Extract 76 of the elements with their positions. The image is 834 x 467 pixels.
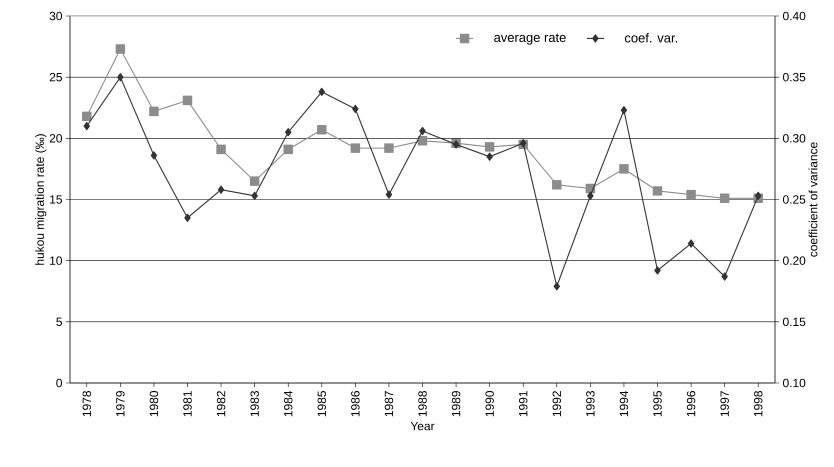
point xyxy=(686,190,696,200)
x-tick-label: 1992 xyxy=(552,391,562,416)
x-tick-label: 1987 xyxy=(384,391,394,416)
x-tick-label: 1996 xyxy=(686,391,696,416)
point xyxy=(284,128,292,136)
point xyxy=(82,112,92,122)
x-tick-label: 1998 xyxy=(754,391,762,416)
point xyxy=(251,192,258,200)
point xyxy=(184,214,191,222)
point xyxy=(552,180,562,190)
x-tick-label: 1983 xyxy=(250,391,259,416)
y2-tick-label: 0.10 xyxy=(782,378,806,388)
point xyxy=(587,192,594,200)
y-tick-label: 25 xyxy=(50,72,62,82)
legend-label: average rate xyxy=(494,34,566,45)
point xyxy=(554,282,560,290)
point xyxy=(484,142,494,152)
y2-tick-label: 0.30 xyxy=(782,134,806,143)
x-tick-label: 1984 xyxy=(284,390,292,416)
y2-tick-label: 0.35 xyxy=(782,72,806,82)
x-tick-label: 1991 xyxy=(518,391,528,416)
point xyxy=(486,152,493,161)
y2-tick-label: 0.15 xyxy=(782,318,806,326)
y-tick-label: 15 xyxy=(50,195,62,204)
x-tick-label: 1982 xyxy=(216,391,226,416)
point xyxy=(317,125,327,134)
point xyxy=(418,136,428,146)
point xyxy=(149,106,159,116)
point xyxy=(652,186,662,196)
y-tick-label: 10 xyxy=(50,256,62,265)
point xyxy=(117,73,124,82)
point xyxy=(754,192,762,200)
x-tick-label: 1994 xyxy=(620,390,628,416)
point xyxy=(250,176,260,186)
point xyxy=(182,96,192,106)
point xyxy=(283,144,293,154)
point xyxy=(386,190,392,199)
point xyxy=(216,144,226,154)
point xyxy=(620,106,628,114)
y-tick-label: 20 xyxy=(50,134,62,143)
x-tick-label: 1997 xyxy=(720,391,729,416)
y2-tick-label: 0.25 xyxy=(782,195,806,204)
x-tick-label: 1993 xyxy=(586,391,595,416)
y2-tick-label: 0.20 xyxy=(782,256,806,265)
y-tick-label: 0 xyxy=(56,378,62,388)
point xyxy=(654,266,661,275)
legend-label: coef. var. xyxy=(624,33,677,43)
y2-axis-title: coefficient of variance xyxy=(808,142,818,257)
point xyxy=(116,44,126,54)
x-tick-label: 1989 xyxy=(452,391,460,416)
x-tick-label: 1995 xyxy=(653,391,662,416)
x-tick-label: 1978 xyxy=(82,391,92,416)
x-tick-label: 1979 xyxy=(116,391,125,416)
x-tick-label: 1981 xyxy=(183,391,192,416)
point xyxy=(218,186,224,194)
point xyxy=(84,122,90,130)
x-tick-label: 1985 xyxy=(318,391,326,416)
x-tick-label: 1990 xyxy=(485,390,494,416)
point xyxy=(721,272,728,281)
point xyxy=(619,164,629,174)
y2-tick-label: 0.40 xyxy=(782,12,806,20)
point xyxy=(384,143,394,153)
y-tick-label: 30 xyxy=(50,12,62,20)
point xyxy=(318,88,326,96)
y-axis-title: hukou migration rate (‰) xyxy=(35,134,46,265)
x-tick-label: 1980 xyxy=(150,390,158,416)
point xyxy=(350,143,360,153)
x-tick-label: 1986 xyxy=(351,391,360,416)
point xyxy=(419,126,426,136)
x-axis-title: Year xyxy=(410,422,434,430)
point xyxy=(720,194,730,204)
point xyxy=(150,151,158,160)
x-tick-label: 1988 xyxy=(418,391,427,416)
point xyxy=(352,104,359,114)
point xyxy=(688,239,694,248)
y-tick-label: 5 xyxy=(56,318,62,326)
